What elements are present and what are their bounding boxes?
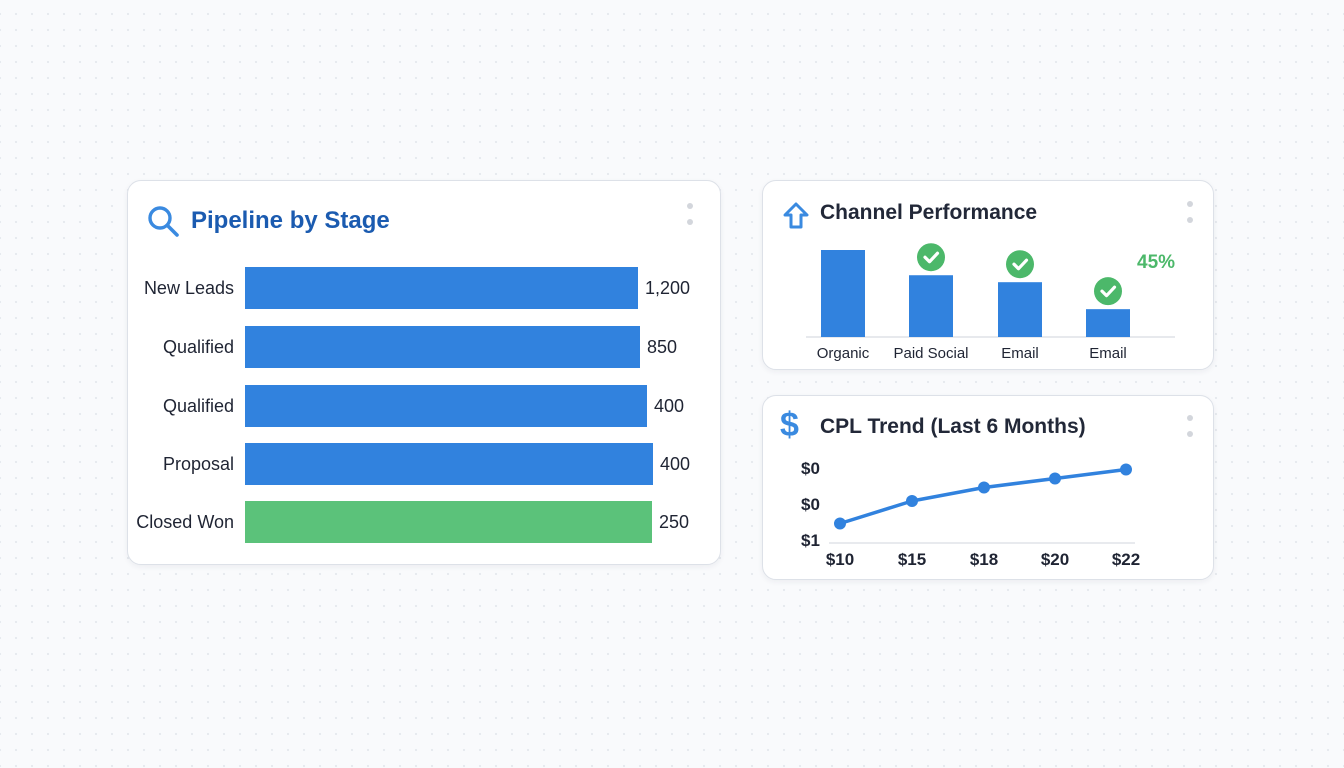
category-label: Email xyxy=(1089,345,1127,362)
bar xyxy=(245,267,638,309)
category-label: Organic xyxy=(817,345,870,362)
check-mark xyxy=(1100,285,1117,298)
data-point xyxy=(1049,472,1061,485)
x-tick-label: $20 xyxy=(1041,550,1069,569)
y-tick-label: $0 xyxy=(801,459,820,478)
x-tick-label: $22 xyxy=(1112,550,1140,569)
channel-title: Channel Performance xyxy=(820,201,1038,224)
channel-chart: Organic Paid Social Email Email 45% xyxy=(806,243,1175,362)
category-label: Paid Social xyxy=(893,345,968,362)
category-label: Qualified xyxy=(163,396,234,416)
bar xyxy=(245,443,653,485)
pipeline-title: Pipeline by Stage xyxy=(191,207,390,234)
check-circle-icon xyxy=(917,243,945,272)
data-point xyxy=(906,495,918,507)
x-tick-label: $10 xyxy=(826,550,854,569)
kebab-menu-icon[interactable] xyxy=(686,203,694,235)
value-label: 400 xyxy=(660,454,690,474)
check-circle-icon xyxy=(1094,277,1122,306)
category-label: Qualified xyxy=(163,337,234,357)
y-tick-label: $1 xyxy=(801,531,820,550)
cpl-title: CPL Trend (Last 6 Months) xyxy=(820,415,1086,438)
arrow-up-icon xyxy=(783,202,809,229)
x-tick-label: $18 xyxy=(970,550,998,569)
series-line xyxy=(838,467,1128,526)
check-circle-bg xyxy=(1006,250,1034,279)
kebab-menu-icon[interactable] xyxy=(1186,201,1194,233)
bar xyxy=(245,385,647,427)
kebab-menu-icon[interactable] xyxy=(1186,415,1194,447)
bar xyxy=(245,326,640,368)
data-point xyxy=(834,517,846,530)
annotation-label: 45% xyxy=(1137,252,1175,273)
cpl-chart: $0 $0 $1 $10 $15 $18 $20 $22 xyxy=(801,459,1140,569)
bar xyxy=(998,282,1042,337)
bar xyxy=(245,501,652,543)
bar xyxy=(821,250,865,337)
channel-performance-card: Channel Performance Organic Paid Social Em… xyxy=(762,180,1214,370)
category-label: New Leads xyxy=(144,278,234,298)
y-tick-label: $0 xyxy=(801,495,820,514)
data-point xyxy=(978,481,990,494)
pipeline-by-stage-card: Pipeline by Stage New Leads 1,200 Qualifie… xyxy=(127,180,721,565)
dollar-icon: $ xyxy=(780,406,799,444)
x-tick-label: $15 xyxy=(898,550,926,569)
check-circle-icon xyxy=(1006,250,1034,279)
value-label: 850 xyxy=(647,337,677,357)
check-mark xyxy=(1012,258,1029,271)
check-mark xyxy=(923,251,940,264)
category-label: Proposal xyxy=(163,454,234,474)
value-label: 250 xyxy=(659,512,689,532)
value-label: 400 xyxy=(654,396,684,416)
bar xyxy=(1086,309,1130,337)
category-label: Email xyxy=(1001,345,1039,362)
cpl-trend-card: $ CPL Trend (Last 6 Months) $0 $0 $1 $10 $15… xyxy=(762,395,1214,580)
pipeline-chart: New Leads 1,200 Qualified 850 Qualified 400 Pr… xyxy=(136,267,690,543)
bar xyxy=(909,275,953,337)
search-icon xyxy=(148,206,179,237)
value-label: 1,200 xyxy=(645,278,690,298)
category-label: Closed Won xyxy=(136,512,234,532)
check-circle-bg xyxy=(1094,277,1122,306)
data-point xyxy=(1120,463,1132,476)
check-circle-bg xyxy=(917,243,945,272)
